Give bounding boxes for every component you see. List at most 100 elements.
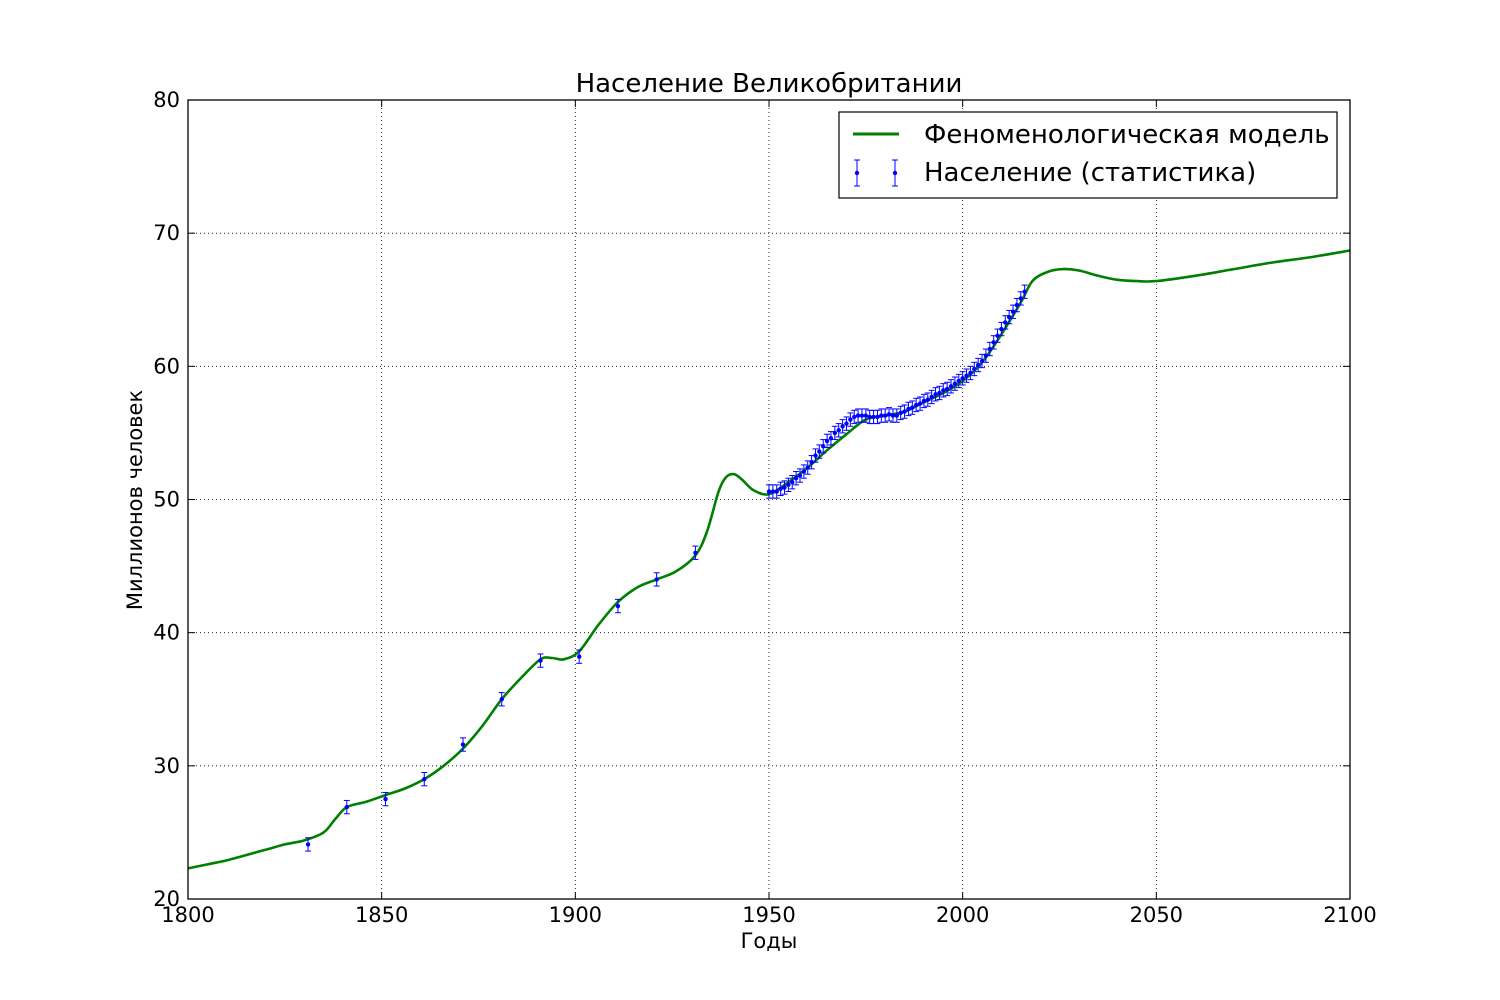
data-marker xyxy=(460,742,466,747)
data-marker xyxy=(995,333,1000,338)
data-marker xyxy=(1014,302,1020,308)
data-marker xyxy=(910,405,915,410)
chart-title: Население Великобритании xyxy=(576,69,963,99)
data-point xyxy=(692,545,699,560)
data-point xyxy=(959,371,966,386)
data-marker xyxy=(944,386,950,392)
y-tick-label: 70 xyxy=(153,221,180,245)
data-point xyxy=(909,400,916,415)
y-tick-label: 30 xyxy=(153,754,180,778)
data-point xyxy=(460,737,467,752)
data-point xyxy=(421,771,428,787)
data-marker xyxy=(863,413,869,418)
data-marker xyxy=(790,479,795,485)
data-point xyxy=(382,791,389,807)
data-point xyxy=(614,598,621,614)
legend-marker xyxy=(892,170,898,176)
x-tick-label: 2000 xyxy=(936,903,989,927)
data-marker xyxy=(786,482,791,488)
y-tick-label: 60 xyxy=(153,354,180,378)
y-axis-label: Миллионов человек xyxy=(123,390,147,610)
data-point xyxy=(835,423,842,438)
data-marker xyxy=(852,414,857,420)
data-point xyxy=(913,397,920,413)
x-tick-label: 1800 xyxy=(161,903,214,927)
y-tick-label: 20 xyxy=(153,887,180,911)
data-marker xyxy=(793,475,799,481)
legend-box xyxy=(838,111,1338,199)
x-tick-label: 2100 xyxy=(1323,903,1376,927)
data-marker xyxy=(906,406,911,412)
data-marker xyxy=(538,658,543,663)
data-point xyxy=(785,477,792,493)
legend-marker xyxy=(854,170,860,176)
data-marker xyxy=(883,413,888,418)
data-point xyxy=(851,409,858,425)
data-marker xyxy=(305,842,311,847)
data-marker xyxy=(577,654,582,659)
legend-model-label: Феноменологическая модель xyxy=(924,120,1330,150)
data-marker xyxy=(933,392,938,397)
data-point xyxy=(789,475,796,490)
data-marker xyxy=(983,353,989,358)
data-marker xyxy=(948,384,954,389)
data-point xyxy=(796,468,803,483)
x-tick-label: 2050 xyxy=(1130,903,1183,927)
data-point xyxy=(905,401,912,417)
data-point xyxy=(824,433,831,449)
data-point xyxy=(1013,297,1020,313)
data-point xyxy=(773,484,780,499)
legend-statistics-swatch xyxy=(854,159,898,187)
data-marker xyxy=(894,413,900,418)
data-marker xyxy=(422,776,427,782)
data-marker xyxy=(1010,309,1016,314)
data-point xyxy=(653,572,660,587)
data-marker xyxy=(824,438,830,444)
data-marker xyxy=(886,412,892,417)
x-tick-label: 1850 xyxy=(355,903,408,927)
data-marker xyxy=(832,430,838,436)
data-marker xyxy=(875,414,880,420)
model-line-layer xyxy=(187,249,1351,870)
data-point xyxy=(812,448,819,463)
data-marker xyxy=(964,373,969,378)
data-point xyxy=(1017,291,1024,306)
legend-statistics-label: Население (статистика) xyxy=(924,158,1256,188)
data-point xyxy=(839,419,846,434)
data-marker xyxy=(797,473,803,478)
data-point xyxy=(800,464,807,479)
data-point xyxy=(917,396,924,411)
data-point xyxy=(955,373,962,389)
data-point xyxy=(498,692,505,707)
data-marker xyxy=(925,397,931,402)
data-marker xyxy=(972,366,977,372)
data-marker xyxy=(782,485,787,490)
data-marker xyxy=(952,381,958,386)
data-marker xyxy=(941,388,946,393)
data-marker xyxy=(615,603,621,609)
data-point xyxy=(793,471,800,486)
data-point xyxy=(1021,284,1028,299)
data-point xyxy=(847,412,854,427)
x-tick-label: 1950 xyxy=(742,903,795,927)
data-point xyxy=(576,649,583,664)
data-point xyxy=(781,480,788,495)
data-point xyxy=(1002,315,1009,330)
x-tick-label: 1900 xyxy=(549,903,602,927)
data-marker xyxy=(917,401,923,406)
data-marker xyxy=(921,398,927,404)
data-marker xyxy=(499,697,504,702)
data-point xyxy=(932,387,939,402)
data-marker xyxy=(844,421,849,426)
data-point xyxy=(897,405,904,421)
data-marker xyxy=(987,346,992,352)
data-marker xyxy=(929,394,934,400)
y-tick-label: 40 xyxy=(153,621,180,645)
data-point xyxy=(963,368,970,383)
y-tick-label: 50 xyxy=(153,488,180,512)
data-point xyxy=(1010,304,1017,319)
data-point xyxy=(979,353,986,369)
data-marker xyxy=(937,390,942,396)
data-marker xyxy=(879,413,884,418)
grid xyxy=(188,100,1350,899)
